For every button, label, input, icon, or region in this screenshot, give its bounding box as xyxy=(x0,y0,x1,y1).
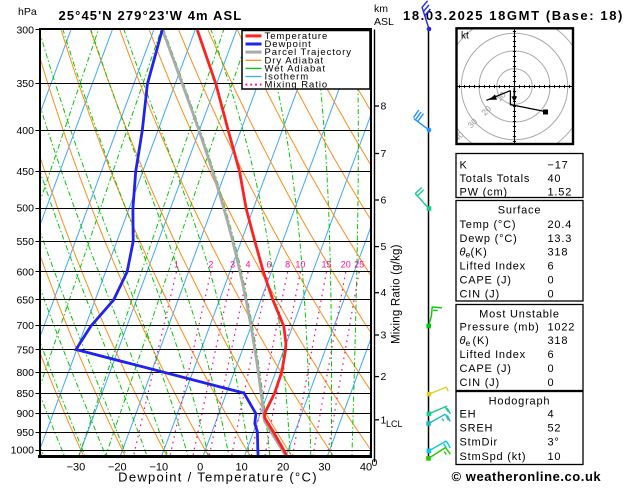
svg-text:K: K xyxy=(460,159,468,171)
svg-text:4: 4 xyxy=(548,409,555,421)
svg-text:700: 700 xyxy=(16,320,34,332)
svg-text:550: 550 xyxy=(16,236,34,248)
svg-text:StmDir: StmDir xyxy=(460,437,498,449)
svg-text:CAPE (J): CAPE (J) xyxy=(460,363,512,375)
svg-text:ASL: ASL xyxy=(374,16,394,28)
svg-text:0: 0 xyxy=(548,363,555,375)
svg-text:−17: −17 xyxy=(548,159,569,171)
svg-text:CIN (J): CIN (J) xyxy=(460,288,500,300)
svg-text:3: 3 xyxy=(230,260,235,270)
svg-text:© weatheronline.co.uk: © weatheronline.co.uk xyxy=(452,469,602,484)
svg-text:600: 600 xyxy=(16,266,34,278)
svg-text:10: 10 xyxy=(548,451,562,463)
svg-text:Mixing Ratio (g/kg): Mixing Ratio (g/kg) xyxy=(391,244,403,344)
svg-text:318: 318 xyxy=(548,335,569,347)
svg-text:500: 500 xyxy=(16,203,34,215)
svg-text:1022: 1022 xyxy=(548,322,576,334)
svg-text:0: 0 xyxy=(548,377,555,389)
svg-text:EH: EH xyxy=(460,409,477,421)
svg-text:7: 7 xyxy=(381,148,387,160)
svg-text:40: 40 xyxy=(360,462,372,474)
svg-text:20.4: 20.4 xyxy=(548,219,573,231)
svg-text:Hodograph: Hodograph xyxy=(489,395,551,407)
svg-text:350: 350 xyxy=(16,78,34,90)
svg-text:Pressure (mb): Pressure (mb) xyxy=(460,322,540,334)
svg-text:Lifted Index: Lifted Index xyxy=(460,260,526,272)
svg-text:950: 950 xyxy=(16,427,34,439)
svg-text:SREH: SREH xyxy=(460,422,494,434)
svg-text:hPa: hPa xyxy=(18,6,37,18)
svg-text:3: 3 xyxy=(381,330,387,342)
svg-text:900: 900 xyxy=(16,408,34,420)
svg-text:300: 300 xyxy=(16,24,34,36)
svg-text:LCL: LCL xyxy=(386,419,403,429)
svg-text:8: 8 xyxy=(285,260,290,270)
svg-text:e: e xyxy=(466,338,472,348)
svg-text:2: 2 xyxy=(208,260,213,270)
svg-text:1.52: 1.52 xyxy=(548,186,573,198)
svg-text:CAPE (J): CAPE (J) xyxy=(460,274,512,286)
svg-text:18.03.2025 18GMT (Base: 18): 18.03.2025 18GMT (Base: 18) xyxy=(403,8,624,23)
svg-text:0: 0 xyxy=(548,274,555,286)
svg-text:1: 1 xyxy=(174,260,179,270)
svg-text:3°: 3° xyxy=(548,437,560,449)
svg-text:StmSpd (kt): StmSpd (kt) xyxy=(460,451,527,463)
svg-text:4: 4 xyxy=(245,260,250,270)
svg-text:40: 40 xyxy=(548,173,562,185)
svg-text:750: 750 xyxy=(16,344,34,356)
svg-text:20: 20 xyxy=(341,260,351,270)
svg-text:450: 450 xyxy=(16,166,34,178)
svg-text:(K): (K) xyxy=(471,246,488,258)
svg-text:PW (cm): PW (cm) xyxy=(460,186,508,198)
svg-text:400: 400 xyxy=(16,125,34,137)
svg-text:850: 850 xyxy=(16,388,34,400)
svg-text:318: 318 xyxy=(548,246,569,258)
svg-text:Dewpoint / Temperature (°C): Dewpoint / Temperature (°C) xyxy=(118,470,318,485)
svg-text:2: 2 xyxy=(381,371,387,383)
svg-text:CIN (J): CIN (J) xyxy=(460,377,500,389)
svg-text:Temp (°C): Temp (°C) xyxy=(460,219,517,231)
svg-text:km: km xyxy=(374,3,388,15)
svg-text:1000: 1000 xyxy=(11,445,35,457)
svg-text:6: 6 xyxy=(266,260,271,270)
svg-text:4: 4 xyxy=(381,287,387,299)
svg-text:Lifted Index: Lifted Index xyxy=(460,349,526,361)
svg-text:8: 8 xyxy=(381,101,387,113)
svg-text:650: 650 xyxy=(16,294,34,306)
svg-text:13.3: 13.3 xyxy=(548,233,573,245)
svg-text:10: 10 xyxy=(295,260,305,270)
svg-text:800: 800 xyxy=(16,367,34,379)
svg-text:Totals Totals: Totals Totals xyxy=(460,173,531,185)
svg-text:0: 0 xyxy=(548,288,555,300)
svg-text:−30: −30 xyxy=(67,462,86,474)
svg-text:Mixing Ratio: Mixing Ratio xyxy=(265,80,329,91)
svg-text:6: 6 xyxy=(548,349,555,361)
svg-text:15: 15 xyxy=(321,260,331,270)
svg-text:Surface: Surface xyxy=(498,204,542,216)
svg-text:Dewp (°C): Dewp (°C) xyxy=(460,233,518,245)
svg-text:5: 5 xyxy=(381,241,387,253)
svg-text:52: 52 xyxy=(548,422,562,434)
svg-text:Most Unstable: Most Unstable xyxy=(479,308,560,320)
svg-text:30: 30 xyxy=(318,462,330,474)
svg-text:25°45'N 279°23'W 4m ASL: 25°45'N 279°23'W 4m ASL xyxy=(59,8,243,23)
svg-text:0: 0 xyxy=(372,457,378,469)
svg-text:6: 6 xyxy=(381,195,387,207)
svg-text:25: 25 xyxy=(354,260,364,270)
svg-text:6: 6 xyxy=(548,260,555,272)
svg-text:kt: kt xyxy=(461,31,469,42)
svg-text:(K): (K) xyxy=(473,335,490,347)
